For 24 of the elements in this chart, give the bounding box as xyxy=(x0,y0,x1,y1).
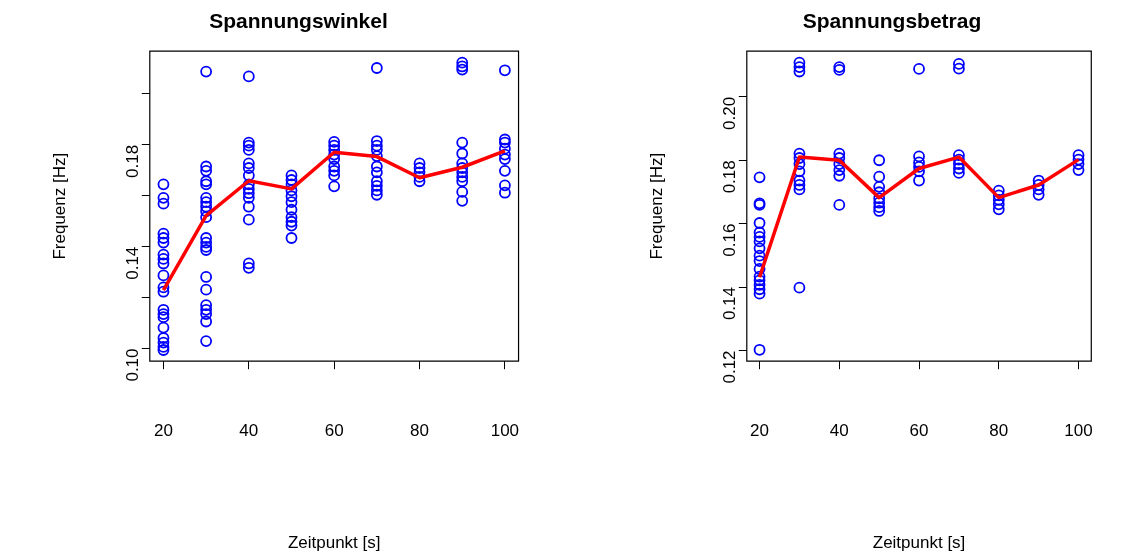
y-tick-label: 0.20 xyxy=(720,96,740,130)
x-tick-label: 60 xyxy=(909,421,929,441)
x-tick-label: 100 xyxy=(490,421,520,441)
x-tick-label: 40 xyxy=(829,421,849,441)
y-tick-label: 0.10 xyxy=(123,348,143,382)
x-axis-title: Zeitpunkt [s] xyxy=(287,533,381,553)
y-tick-label: 0.14 xyxy=(123,246,143,280)
y-tick-label: 0.12 xyxy=(720,350,740,384)
y-tick-label: 0.16 xyxy=(720,223,740,257)
chart-title: Spannungswinkel xyxy=(209,9,388,33)
x-tick-label: 40 xyxy=(239,421,259,441)
x-tick-label: 20 xyxy=(750,421,770,441)
x-tick-label: 20 xyxy=(154,421,173,441)
x-axis-title: Zeitpunkt [s] xyxy=(872,533,966,553)
x-tick-label: 60 xyxy=(324,421,344,441)
x-tick-label: 80 xyxy=(410,421,429,441)
chart-title: Spannungsbetrag xyxy=(802,9,982,33)
x-tick-label: 80 xyxy=(989,421,1009,441)
y-tick-label: 0.14 xyxy=(720,287,740,321)
y-tick-label: 0.18 xyxy=(720,160,740,194)
y-axis-title: Frequenz [Hz] xyxy=(49,152,69,260)
y-axis-title: Frequenz [Hz] xyxy=(646,152,666,260)
y-tick-label: 0.18 xyxy=(123,144,143,178)
x-tick-label: 100 xyxy=(1064,421,1093,441)
